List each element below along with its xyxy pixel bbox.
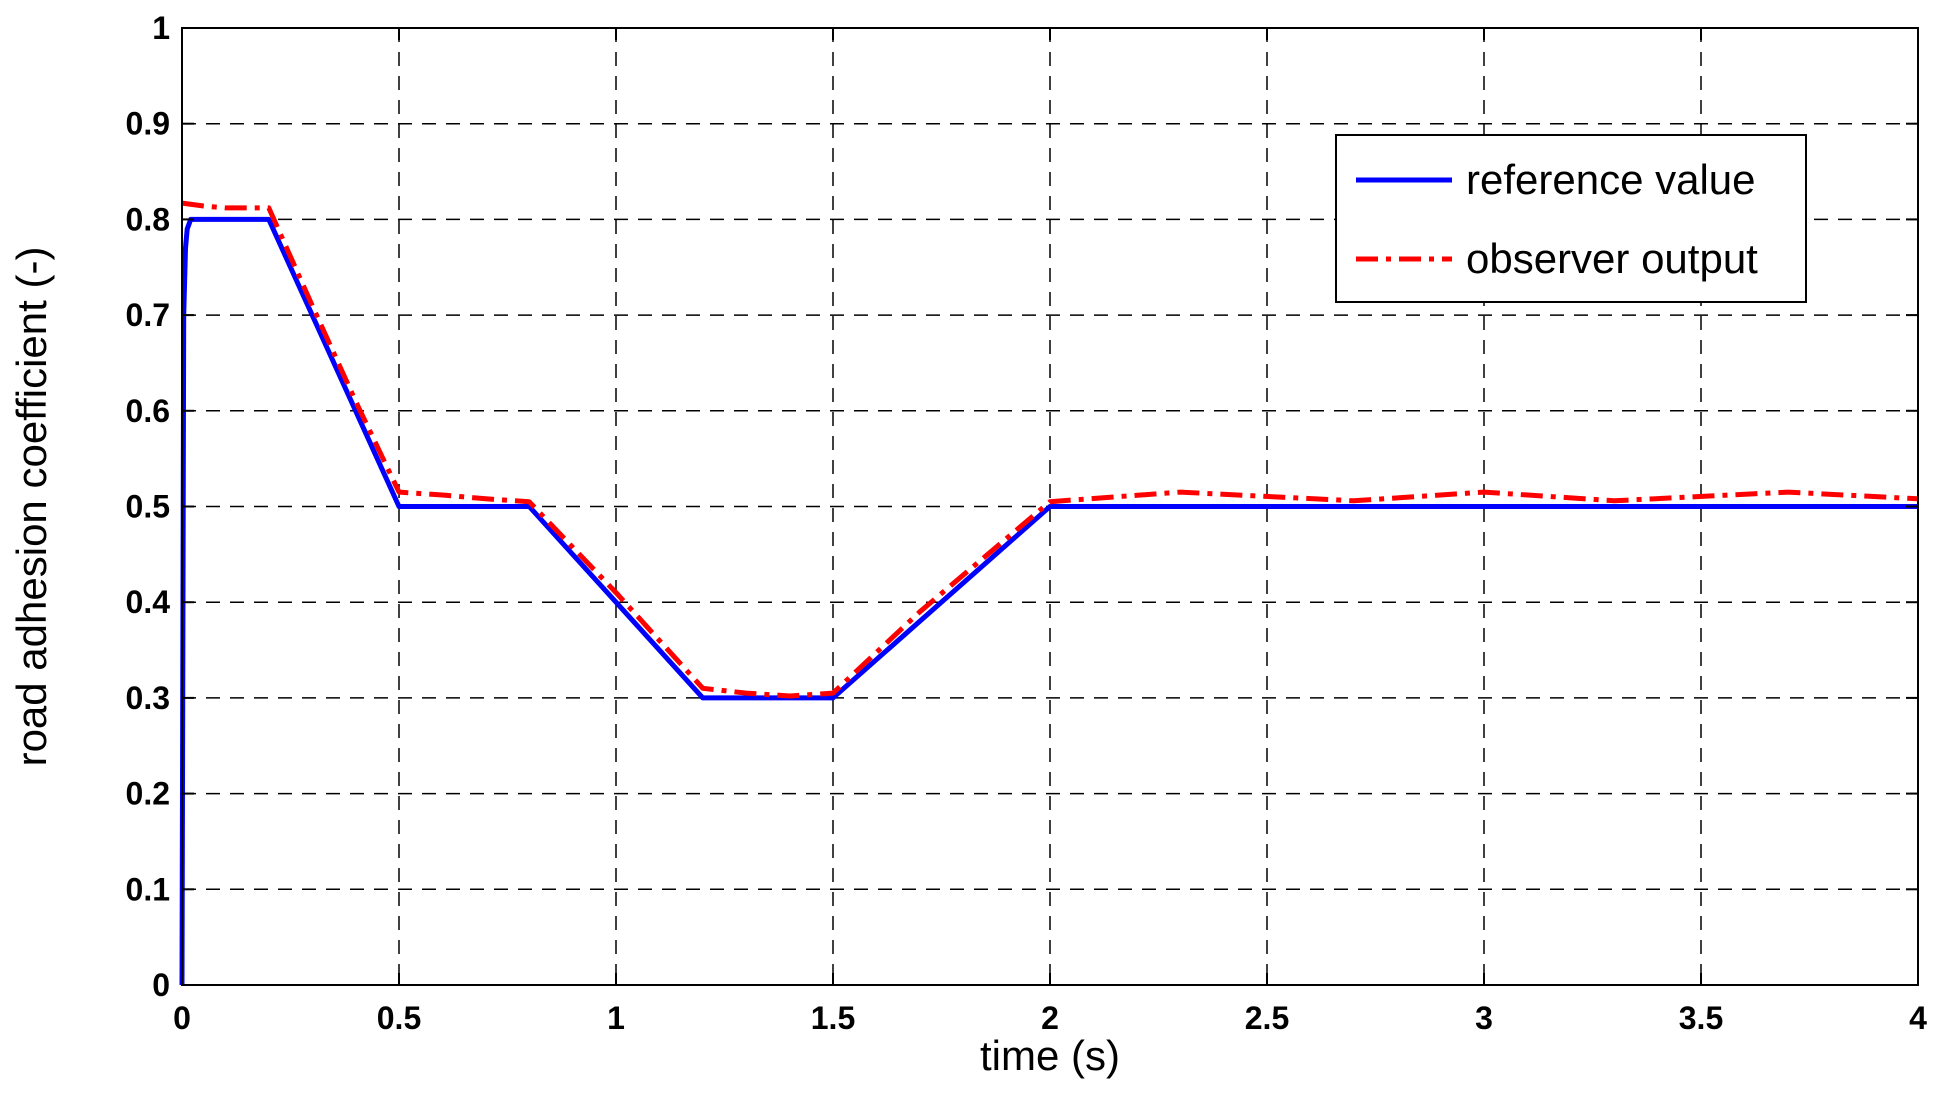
tick-labels: 0 0.5 1 1.5 2 2.5 3 3.5 4 0 0.1 0.2 0.3 0.4 0.5 0.6 0.7 0… [126,10,1928,1036]
series-line-observer-output [181,200,1919,699]
x-axis-label: time (s) [980,1032,1120,1079]
legend: reference value observer output [1335,134,1807,303]
axis-ticks [181,27,1919,986]
x-tick-label: 2 [1041,1000,1059,1036]
y-tick-label: 0.9 [126,106,170,142]
y-tick-label: 0.8 [126,201,170,237]
y-tick-label: 0.3 [126,680,170,716]
x-tick-label: 0 [173,1000,191,1036]
series-lines [179,200,1919,986]
y-tick-label: 0.5 [126,489,170,525]
y-tick-label: 0.1 [126,871,170,907]
y-tick-label: 0.4 [126,584,171,620]
x-tick-label: 1 [607,1000,625,1036]
x-tick-label: 1.5 [811,1000,855,1036]
x-tick-label: 3 [1475,1000,1493,1036]
series-line-reference-value [179,216,1918,986]
legend-label-reference-value: reference value [1466,156,1756,203]
x-tick-label: 3.5 [1679,1000,1723,1036]
y-tick-label: 0 [152,967,170,1003]
y-tick-label: 0.6 [126,393,170,429]
y-tick-label: 1 [152,10,170,46]
legend-box [1335,134,1807,303]
x-tick-label: 0.5 [377,1000,421,1036]
x-tick-label: 4 [1909,1000,1927,1036]
y-axis-label: road adhesion coefficient (-) [8,247,55,767]
y-tick-label: 0.2 [126,776,170,812]
y-tick-label: 0.7 [126,297,170,333]
x-tick-label: 2.5 [1245,1000,1289,1036]
legend-label-observer-output: observer output [1466,235,1758,282]
